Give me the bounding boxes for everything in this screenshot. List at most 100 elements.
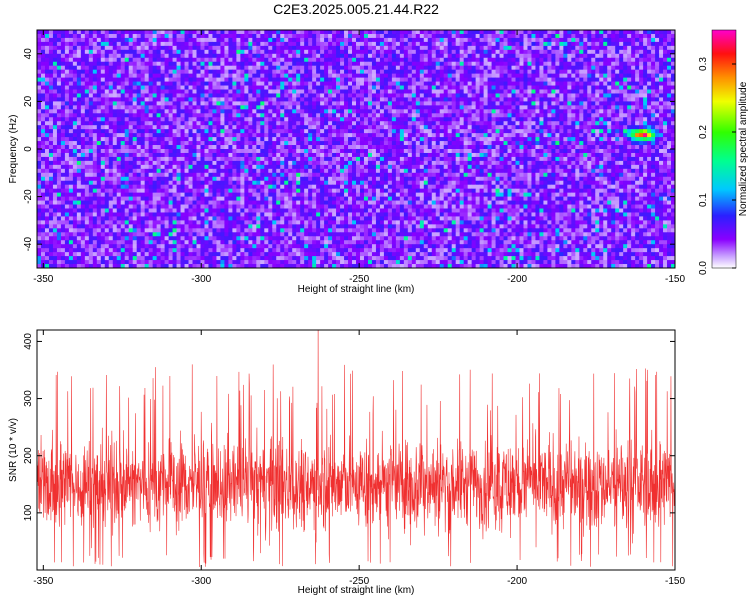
heatmap-cell <box>447 73 453 78</box>
heatmap-cell <box>671 125 676 130</box>
heatmap-cell <box>44 109 50 114</box>
heatmap-cell <box>551 109 556 114</box>
heatmap-cell <box>495 85 500 90</box>
heatmap-cell <box>44 105 50 110</box>
heatmap-cell <box>212 121 217 126</box>
heatmap-cell <box>140 93 146 98</box>
heatmap-cell <box>587 69 592 75</box>
heatmap-cell <box>44 113 50 118</box>
heatmap-cell <box>427 105 433 110</box>
heatmap-cell <box>667 49 672 55</box>
heatmap-cell <box>37 121 42 126</box>
heatmap-cell <box>72 69 78 75</box>
heatmap-cell <box>499 149 504 154</box>
heatmap-cell <box>555 53 560 59</box>
heatmap-cell <box>40 152 46 158</box>
heatmap-cell <box>37 133 42 138</box>
heatmap-cell <box>300 77 305 82</box>
heatmap-cell <box>575 73 580 78</box>
heatmap-cell <box>76 37 82 43</box>
heatmap-cell <box>527 97 532 102</box>
heatmap-cell <box>431 81 437 86</box>
heatmap-cell <box>132 45 138 51</box>
heatmap-cell <box>108 133 114 138</box>
heatmap-cell <box>615 145 620 150</box>
heatmap-cell <box>300 61 305 67</box>
heatmap-cell <box>276 65 281 71</box>
heatmap-cell <box>443 101 449 106</box>
heatmap-cell <box>387 97 393 102</box>
heatmap-cell <box>132 101 138 106</box>
heatmap-cell <box>88 65 94 71</box>
heatmap-cell <box>463 133 469 138</box>
heatmap-cell <box>324 141 329 146</box>
heatmap-cell <box>411 121 417 126</box>
heatmap-cell <box>647 137 652 142</box>
heatmap-cell <box>340 149 345 154</box>
heatmap-cell <box>655 105 660 110</box>
heatmap-cell <box>60 41 66 47</box>
heatmap-cell <box>367 113 373 118</box>
heatmap-cell <box>248 117 253 122</box>
heatmap-cell <box>503 141 508 146</box>
heatmap-cell <box>651 137 656 142</box>
heatmap-cell <box>591 41 596 47</box>
heatmap-cell <box>140 121 146 126</box>
heatmap-cell <box>232 105 237 110</box>
heatmap-cell <box>503 125 508 130</box>
heatmap-cell <box>44 141 50 146</box>
heatmap-cell <box>487 45 492 51</box>
heatmap-cell <box>659 105 664 110</box>
heatmap-cell <box>220 97 225 102</box>
heatmap-cell <box>200 121 205 126</box>
heatmap-cell <box>336 133 341 138</box>
heatmap-cell <box>72 93 78 98</box>
heatmap-cell <box>395 137 401 142</box>
heatmap-cell <box>100 105 106 110</box>
heatmap-cell <box>280 101 285 106</box>
heatmap-cell <box>160 85 165 90</box>
heatmap-cell <box>356 113 361 118</box>
heatmap-cell <box>112 57 118 63</box>
heatmap-cell <box>44 125 50 130</box>
heatmap-cell <box>320 45 325 51</box>
heatmap-cell <box>615 81 620 86</box>
heatmap-cell <box>527 105 532 110</box>
heatmap-cell <box>615 33 620 39</box>
heatmap-cell <box>363 125 369 130</box>
heatmap-cell <box>276 145 281 150</box>
heatmap-cell <box>176 45 181 51</box>
heatmap-cell <box>423 33 429 39</box>
heatmap-cell <box>280 65 285 71</box>
heatmap-cell <box>156 89 162 94</box>
heatmap-cell <box>667 65 672 71</box>
heatmap-cell <box>567 101 572 106</box>
heatmap-cell <box>348 49 353 55</box>
heatmap-cell <box>196 30 201 35</box>
heatmap-cell <box>156 61 162 67</box>
heatmap-cell <box>499 129 504 134</box>
heatmap-cell <box>116 133 122 138</box>
heatmap-cell <box>276 89 281 94</box>
heatmap-cell <box>252 41 257 47</box>
heatmap-cell <box>152 145 158 150</box>
heatmap-cell <box>308 101 313 106</box>
heatmap-cell <box>312 97 317 102</box>
heatmap-cell <box>603 30 608 35</box>
heatmap-cell <box>555 117 560 122</box>
heatmap-cell <box>164 73 169 78</box>
heatmap-cell <box>651 105 656 110</box>
heatmap-cell <box>423 101 429 106</box>
heatmap-cell <box>336 125 341 130</box>
heatmap-cell <box>328 69 333 75</box>
heatmap-cell <box>419 149 425 154</box>
heatmap-cell <box>148 129 154 134</box>
heatmap-cell <box>132 137 138 142</box>
heatmap-cell <box>308 89 313 94</box>
heatmap-cell <box>491 101 496 106</box>
heatmap-cell <box>320 53 325 59</box>
heatmap-cell <box>659 53 664 59</box>
heatmap-cell <box>631 145 636 150</box>
heatmap-cell <box>332 129 337 134</box>
heatmap-cell <box>359 129 365 134</box>
